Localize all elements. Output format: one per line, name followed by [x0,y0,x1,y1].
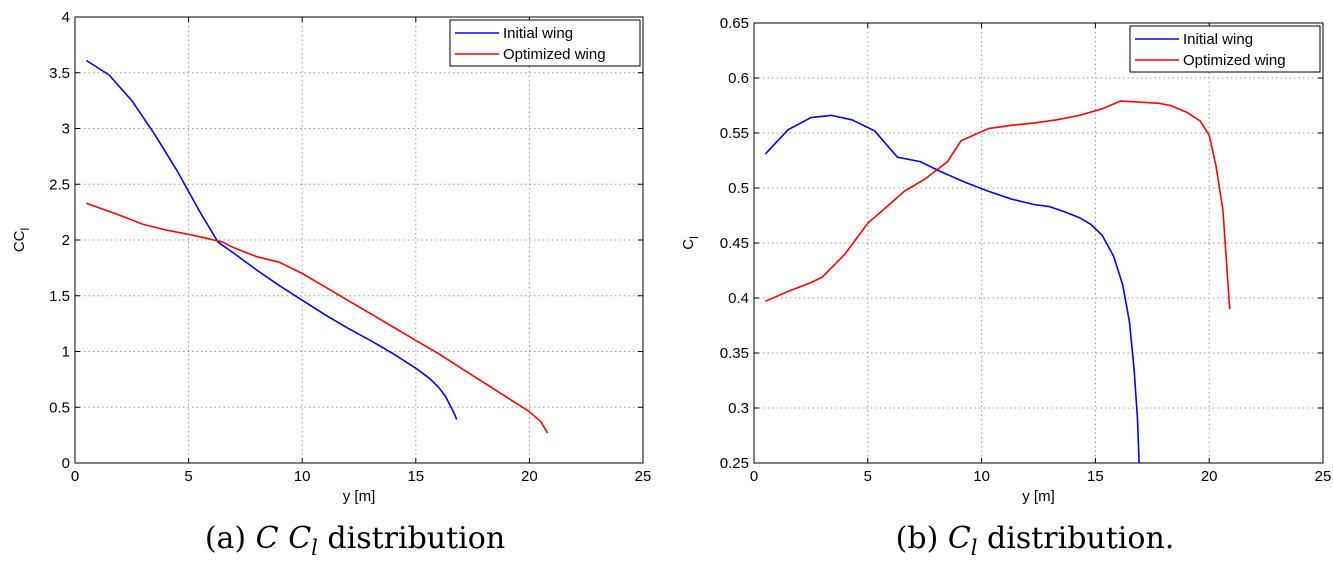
legend-entry: Initial wing [503,25,573,42]
legend-box [449,19,641,67]
x-tick-label: 0 [71,468,79,485]
y-tick-label: 1.5 [49,288,70,305]
y-tick-label: 0.65 [720,15,749,32]
legend-box [1129,25,1321,73]
legend: Initial wing Optimized wing [449,19,641,67]
y-tick-label: 1 [62,344,70,361]
x-tick-label: 15 [407,468,424,485]
grid [754,23,1323,463]
caption-suffix: distribution. [978,521,1175,556]
figure-caption: (b) Cl distribution. [896,521,1175,560]
y-tick-label: 0.45 [720,235,749,252]
y-axis-label: Cl [680,236,701,250]
y-tick-label: 2.5 [49,176,70,193]
series-line-initial-wing [764,114,1140,463]
x-tick-label: 5 [864,468,872,485]
y-tick-label: 3.5 [49,65,70,82]
legend: Initial wing Optimized wing [1129,25,1321,73]
y-axis-label-sub: l [18,228,32,231]
caption-var-2-sub: l [311,536,318,560]
x-tick-label: 25 [1315,468,1332,485]
series-line-initial-wing [85,59,458,420]
grid [75,17,643,463]
caption-var-2-sub: l [971,536,978,560]
y-axis-label: CCl [11,228,32,252]
chart-panel-b: 0 5 10 15 20 25 0.25 0.3 0.35 0.4 0.45 0.5 0.55 0.6 0.… [680,15,1331,560]
x-axis-label: y [m] [1022,488,1055,505]
y-tick-label: 0.5 [728,180,749,197]
y-tick-label: 0.3 [728,400,749,417]
series-line-optimized-wing [86,202,549,434]
y-tick-label: 0.5 [49,399,70,416]
y-tick-label: 0.55 [720,125,749,142]
x-tick-label: 5 [184,468,192,485]
x-tick-label: 10 [294,468,311,485]
y-tick-label: 0.35 [720,345,749,362]
caption-var-2: C [948,521,971,556]
series-line-optimized-wing [765,100,1231,310]
caption-var-1: C [256,521,279,556]
caption-prefix: (a) [205,521,256,556]
caption-suffix: distribution [318,521,505,556]
y-tick-label: 2 [62,232,70,249]
y-tick-label: 0.6 [728,70,749,87]
y-tick-label: 4 [62,9,70,26]
caption-space [279,521,289,556]
x-tick-label: 20 [1201,468,1218,485]
legend-entry: Optimized wing [503,46,606,63]
x-tick-label: 10 [973,468,990,485]
figure-caption: (a) C Cl distribution [205,521,505,560]
y-axis-label-main: CC [11,230,28,252]
x-axis-label: y [m] [343,488,376,505]
legend-entry: Initial wing [1183,31,1253,48]
x-tick-label: 25 [635,468,652,485]
caption-prefix: (b) [896,521,948,556]
x-tick-label: 15 [1087,468,1104,485]
y-tick-label: 0.4 [728,290,749,307]
x-tick-label: 0 [750,468,758,485]
caption-var-2: C [288,521,311,556]
y-tick-label: 0.25 [720,455,749,472]
y-tick-label: 3 [62,121,70,138]
x-tick-label: 20 [521,468,538,485]
y-tick-label: 0 [62,455,70,472]
y-axis-label-sub: l [687,236,701,239]
y-axis-label-main: C [680,239,697,250]
legend-entry: Optimized wing [1183,52,1286,69]
